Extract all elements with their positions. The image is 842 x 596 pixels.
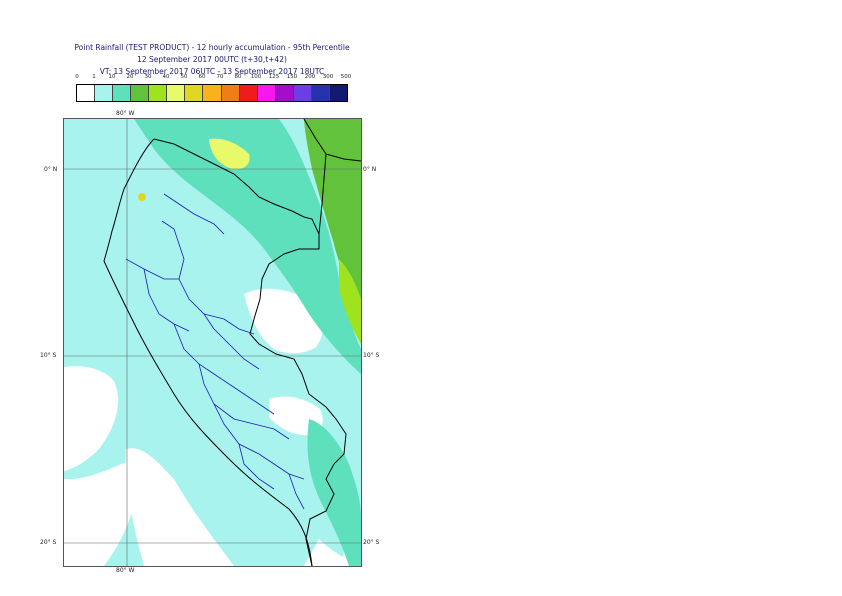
title-line-2: 12 September 2017 00UTC (t+30,t+42) [137,55,287,64]
legend-label: 20 [126,74,134,80]
coastline [103,138,313,566]
lat-label-left-10s: 10° S [40,352,57,359]
legend-swatch [329,85,347,101]
lon-label-bottom: 80° W [116,567,135,574]
legend-label: 70 [216,74,224,80]
legend-label: 0 [75,74,79,80]
legend-label: 100 [250,74,262,80]
map-title: Point Rainfall (TEST PRODUCT) - 12 hourl… [0,42,424,78]
legend-swatch [131,85,150,101]
legend-label: 500 [340,74,352,80]
lat-label-right-20s: 20° S [363,539,380,546]
legend-swatch [203,85,222,101]
lon-label-top: 80° W [116,110,135,117]
lat-label-right-10s: 10° S [363,352,380,359]
legend-swatch [275,85,294,101]
legend-label: 300 [322,74,334,80]
legend-label: 80 [234,74,242,80]
lat-label-left-20s: 20° S [40,539,57,546]
legend-swatch [167,85,186,101]
legend-labels: 0 1 10 20 30 40 50 60 70 80 100 125 150 … [75,74,351,83]
medium-rain-field-north [134,119,361,374]
legend-label: 150 [286,74,298,80]
legend-swatch [95,85,114,101]
dry-area-ocean-south [125,448,234,566]
very-heavy-rain-field-east [339,259,361,344]
legend-label: 10 [108,74,116,80]
legend-swatch [221,85,240,101]
legend-swatch [257,85,276,101]
legend-color-bar [76,84,348,102]
heavy-rain-field-northeast [304,119,361,309]
legend-label: 200 [304,74,316,80]
lat-label-left-0n: 0° N [44,166,58,173]
legend-label: 125 [268,74,280,80]
legend-swatch [77,85,96,101]
legend-swatch [113,85,132,101]
legend-swatch [185,85,204,101]
map-canvas [64,119,361,566]
legend-label: 40 [162,74,170,80]
legend-label: 60 [198,74,206,80]
legend-label: 50 [180,74,188,80]
title-line-1: Point Rainfall (TEST PRODUCT) - 12 hourl… [74,43,350,52]
legend-label: 1 [92,74,96,80]
lat-label-right-0n: 0° N [363,166,377,173]
title-line-3: VT: 13 September 2017 06UTC - 13 Septemb… [99,67,325,76]
legend-swatch [293,85,312,101]
isolated-heavy-cell [138,193,146,201]
legend-swatch [239,85,258,101]
dry-area-inland-north [244,288,323,354]
legend-label: 30 [144,74,152,80]
intense-rain-cluster-north [209,138,250,170]
peru-border [153,138,347,566]
dry-area-ocean-southwest [64,459,137,566]
legend-swatch [149,85,168,101]
regional-borders [125,193,305,510]
color-legend: 0 1 10 20 30 40 50 60 70 80 100 125 150 … [75,74,351,102]
venezuela-border [325,153,361,162]
colombia-border [303,119,327,235]
dry-area-ocean-west [64,366,119,471]
legend-swatch [311,85,330,101]
medium-rain-field-southeast [307,419,361,566]
rainfall-map [63,118,362,567]
